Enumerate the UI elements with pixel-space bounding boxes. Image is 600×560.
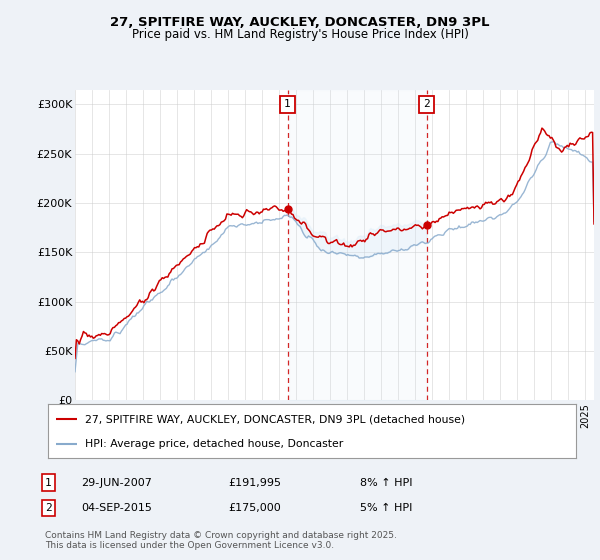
Text: 2: 2 <box>45 503 52 513</box>
Text: 27, SPITFIRE WAY, AUCKLEY, DONCASTER, DN9 3PL: 27, SPITFIRE WAY, AUCKLEY, DONCASTER, DN… <box>110 16 490 29</box>
Text: 04-SEP-2015: 04-SEP-2015 <box>81 503 152 513</box>
Text: Price paid vs. HM Land Registry's House Price Index (HPI): Price paid vs. HM Land Registry's House … <box>131 28 469 41</box>
Text: 1: 1 <box>284 100 291 109</box>
Text: £191,995: £191,995 <box>228 478 281 488</box>
Text: 1: 1 <box>45 478 52 488</box>
Text: 2: 2 <box>424 100 430 109</box>
Text: £175,000: £175,000 <box>228 503 281 513</box>
Text: Contains HM Land Registry data © Crown copyright and database right 2025.
This d: Contains HM Land Registry data © Crown c… <box>45 530 397 550</box>
Text: 27, SPITFIRE WAY, AUCKLEY, DONCASTER, DN9 3PL (detached house): 27, SPITFIRE WAY, AUCKLEY, DONCASTER, DN… <box>85 414 465 424</box>
Text: 5% ↑ HPI: 5% ↑ HPI <box>360 503 412 513</box>
Text: 8% ↑ HPI: 8% ↑ HPI <box>360 478 413 488</box>
Text: HPI: Average price, detached house, Doncaster: HPI: Average price, detached house, Donc… <box>85 439 343 449</box>
Text: 29-JUN-2007: 29-JUN-2007 <box>81 478 152 488</box>
